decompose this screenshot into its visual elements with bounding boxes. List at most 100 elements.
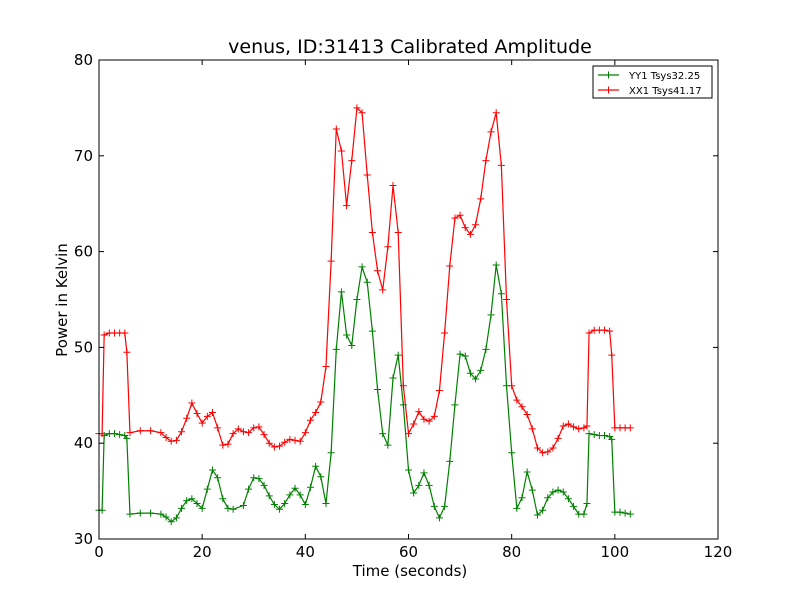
data-point bbox=[389, 181, 397, 189]
data-point bbox=[405, 430, 412, 438]
data-point bbox=[353, 296, 361, 303]
data-point bbox=[198, 504, 206, 512]
data-point bbox=[466, 230, 474, 238]
x-tick-label: 0 bbox=[94, 543, 104, 561]
data-point bbox=[239, 428, 247, 436]
data-point bbox=[301, 501, 309, 509]
data-point bbox=[358, 263, 366, 271]
data-point bbox=[601, 326, 609, 334]
data-point bbox=[306, 416, 314, 424]
data-point bbox=[317, 473, 325, 481]
data-point bbox=[472, 221, 480, 229]
series-line bbox=[99, 264, 631, 523]
data-point bbox=[229, 430, 237, 438]
data-point bbox=[533, 511, 541, 519]
data-point bbox=[608, 351, 616, 359]
data-point bbox=[394, 351, 402, 359]
data-point bbox=[590, 431, 598, 439]
data-point bbox=[157, 429, 165, 437]
axis-ticks: 0 20 40 60 80 100 120 30 40 50 60 70 80 bbox=[74, 51, 732, 561]
data-point bbox=[363, 171, 371, 179]
data-point bbox=[98, 430, 106, 438]
data-point bbox=[456, 350, 464, 358]
data-point bbox=[513, 396, 521, 404]
data-point bbox=[136, 509, 144, 517]
y-tick-label: 70 bbox=[74, 147, 93, 165]
data-point bbox=[528, 486, 536, 494]
data-point bbox=[116, 431, 124, 439]
data-point bbox=[98, 506, 106, 514]
data-point bbox=[265, 439, 273, 447]
data-point bbox=[327, 257, 335, 265]
data-point bbox=[379, 286, 387, 294]
data-point bbox=[583, 422, 591, 430]
legend-label: XX1 Tsys41.17 bbox=[629, 86, 702, 97]
data-point bbox=[466, 369, 474, 377]
data-point bbox=[306, 483, 314, 491]
data-point bbox=[585, 329, 593, 337]
data-point bbox=[549, 444, 557, 452]
data-point bbox=[425, 417, 433, 425]
data-point bbox=[121, 329, 129, 337]
data-point bbox=[224, 504, 232, 512]
data-point bbox=[301, 429, 309, 437]
legend-item: XX1 Tsys41.17 bbox=[598, 86, 702, 97]
data-point bbox=[348, 157, 356, 165]
data-point bbox=[472, 375, 480, 383]
data-point bbox=[208, 409, 216, 417]
data-point bbox=[203, 412, 211, 420]
data-point bbox=[172, 436, 180, 444]
data-point bbox=[234, 425, 242, 433]
data-point bbox=[528, 425, 536, 433]
data-point bbox=[461, 224, 469, 232]
data-point bbox=[167, 437, 175, 445]
data-point bbox=[580, 510, 588, 518]
x-tick-label: 40 bbox=[296, 543, 315, 561]
data-point bbox=[276, 505, 284, 513]
data-point bbox=[332, 125, 340, 133]
data-point bbox=[415, 408, 423, 416]
data-point bbox=[147, 509, 155, 517]
legend-item: YY1 Tsys32.25 bbox=[598, 71, 700, 82]
data-point bbox=[255, 423, 263, 431]
data-point bbox=[492, 109, 500, 117]
series-0 bbox=[95, 261, 634, 526]
x-tick-label: 100 bbox=[601, 543, 630, 561]
series-layer bbox=[95, 104, 634, 526]
data-point bbox=[100, 331, 108, 339]
data-point bbox=[508, 449, 516, 457]
data-point bbox=[451, 401, 459, 409]
data-point bbox=[327, 449, 335, 457]
data-point bbox=[482, 345, 490, 353]
data-point bbox=[513, 504, 521, 512]
data-point bbox=[435, 514, 443, 522]
data-point bbox=[126, 429, 134, 437]
data-point bbox=[260, 431, 268, 439]
legend-label: YY1 Tsys32.25 bbox=[628, 71, 700, 82]
data-point bbox=[183, 414, 191, 422]
data-point bbox=[518, 494, 526, 502]
data-point bbox=[188, 495, 196, 503]
data-point bbox=[126, 510, 134, 518]
data-point bbox=[477, 366, 485, 374]
data-point bbox=[123, 348, 131, 356]
data-point bbox=[441, 329, 449, 337]
data-point bbox=[608, 435, 616, 443]
data-point bbox=[147, 427, 155, 435]
data-point bbox=[554, 434, 562, 442]
data-point bbox=[544, 448, 552, 456]
data-point bbox=[291, 436, 299, 444]
data-point bbox=[410, 420, 418, 428]
data-point bbox=[281, 438, 289, 446]
data-point bbox=[286, 491, 294, 499]
data-point bbox=[415, 481, 423, 489]
data-point bbox=[250, 424, 258, 432]
data-point bbox=[239, 501, 247, 509]
legend-marker bbox=[605, 71, 612, 79]
data-point bbox=[405, 466, 412, 474]
data-point bbox=[410, 489, 418, 497]
data-point bbox=[337, 147, 345, 155]
data-point bbox=[451, 214, 459, 222]
